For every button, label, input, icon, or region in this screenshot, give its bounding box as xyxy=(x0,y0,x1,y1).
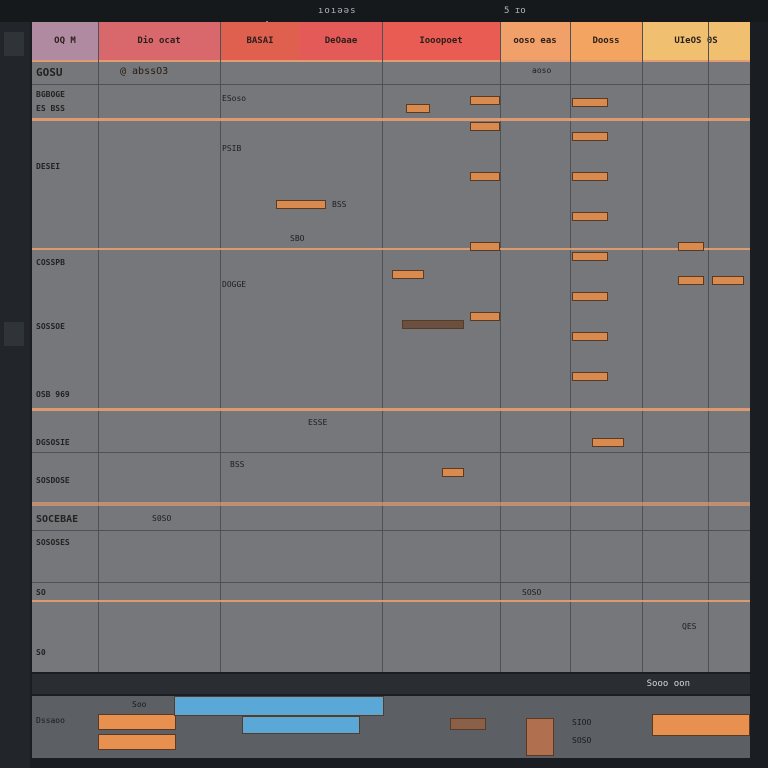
column-divider xyxy=(220,22,221,672)
schedule-chip[interactable] xyxy=(712,276,744,285)
row-label: S0 xyxy=(36,648,46,657)
header-cell[interactable]: Dio ocat xyxy=(98,22,220,60)
schedule-chip[interactable] xyxy=(470,122,500,131)
schedule-chip[interactable] xyxy=(442,468,464,477)
timeline-bar[interactable] xyxy=(652,714,750,736)
schedule-chip[interactable] xyxy=(572,212,608,221)
header-cell[interactable]: OQ M xyxy=(32,22,98,60)
secondary-label: 5 ɪo xyxy=(504,6,526,16)
row-label: BGBOGE xyxy=(36,90,65,99)
row-divider xyxy=(32,84,750,85)
grid-cell[interactable]: S0SO xyxy=(152,514,172,523)
row-divider xyxy=(32,582,750,583)
row-label: OSB 969 xyxy=(36,390,70,399)
grid-cell[interactable]: SBO xyxy=(290,234,305,243)
subheader-right: aoso xyxy=(532,66,552,75)
header-cell[interactable]: DeOaae xyxy=(300,22,382,60)
row-label: DESEI xyxy=(36,162,61,171)
left-rail xyxy=(0,22,30,768)
row-label: ES BSS xyxy=(36,104,65,113)
schedule-chip[interactable] xyxy=(572,252,608,261)
row-divider xyxy=(32,452,750,453)
timeline-item: SIOO xyxy=(572,718,592,727)
schedule-chip[interactable] xyxy=(592,438,624,447)
schedule-chip[interactable] xyxy=(572,332,608,341)
schedule-grid[interactable]: OQ M Dio ocat BASAI DeOaae Iooopoet ooso… xyxy=(32,22,750,672)
schedule-chip[interactable] xyxy=(276,200,326,209)
grid-cell[interactable]: ESSE xyxy=(308,418,328,427)
row-label: SOSSOE xyxy=(36,322,65,331)
schedule-chip[interactable] xyxy=(402,320,464,329)
timeline-label: Dssaoo xyxy=(36,716,65,725)
column-divider xyxy=(98,22,99,672)
schedule-chip[interactable] xyxy=(678,276,704,285)
schedule-chip[interactable] xyxy=(678,242,704,251)
column-divider xyxy=(708,22,709,672)
grid-cell[interactable]: PSIB xyxy=(222,144,242,153)
timeline-bar[interactable] xyxy=(242,716,360,734)
schedule-chip[interactable] xyxy=(406,104,430,113)
header-divider xyxy=(32,60,750,62)
highlight-line xyxy=(32,118,750,121)
grid-cell[interactable]: BSS xyxy=(230,460,245,469)
schedule-chip[interactable] xyxy=(572,98,608,107)
grid-cell[interactable]: QES xyxy=(682,622,697,631)
subheader-center: @ abssO3 xyxy=(120,66,169,77)
timeline-bar[interactable] xyxy=(98,734,176,750)
timeline-bar[interactable] xyxy=(98,714,176,730)
schedule-chip[interactable] xyxy=(470,172,500,181)
row-divider xyxy=(32,530,750,531)
highlight-line xyxy=(32,248,750,250)
timeline-panel[interactable]: Dssaoo SIOO SOSO Soo xyxy=(32,696,750,758)
row-label: DGSOSIE xyxy=(36,438,70,447)
timeline-item: Soo xyxy=(132,700,147,709)
rail-button[interactable] xyxy=(4,322,24,346)
schedule-chip[interactable] xyxy=(470,242,500,251)
header-cell[interactable]: BASAI xyxy=(220,22,300,60)
column-divider xyxy=(382,22,383,672)
schedule-chip[interactable] xyxy=(572,132,608,141)
status-bar: Sooo oon xyxy=(32,674,750,694)
schedule-chip[interactable] xyxy=(392,270,424,279)
grid-cell[interactable]: DOGGE xyxy=(222,280,247,289)
highlight-line xyxy=(32,502,750,506)
column-divider xyxy=(570,22,571,672)
highlight-line xyxy=(32,600,750,602)
column-divider xyxy=(500,22,501,672)
header-cell[interactable]: UIeOS 0S xyxy=(642,22,750,60)
schedule-chip[interactable] xyxy=(572,172,608,181)
window-title: ıoıəəs xyxy=(318,6,357,16)
column-divider xyxy=(642,22,643,672)
row-label: SOSOSES xyxy=(36,538,70,547)
header-cell[interactable]: Dooss xyxy=(570,22,642,60)
schedule-chip[interactable] xyxy=(470,96,500,105)
grid-cell[interactable]: ESoso xyxy=(222,94,247,103)
row-label: SOSDOSE xyxy=(36,476,70,485)
schedule-chip[interactable] xyxy=(572,292,608,301)
row-label: COSSPB xyxy=(36,258,65,267)
header-cell[interactable]: Iooopoet xyxy=(382,22,500,60)
row-label: SO xyxy=(36,588,46,597)
grid-cell[interactable]: BSS xyxy=(332,200,347,209)
schedule-chip[interactable] xyxy=(572,372,608,381)
schedule-chip[interactable] xyxy=(470,312,500,321)
timeline-bar[interactable] xyxy=(174,696,384,716)
rail-button[interactable] xyxy=(4,32,24,56)
header-cell[interactable]: ooso eas xyxy=(500,22,570,60)
status-text: Sooo oon xyxy=(646,679,690,689)
subheader-left: GOSU xyxy=(36,66,63,79)
timeline-item: SOSO xyxy=(572,736,592,745)
highlight-line xyxy=(32,408,750,411)
title-bar: ıoıəəs 4 5 ɪo xyxy=(0,0,768,29)
row-label: SOCEBAE xyxy=(36,514,79,525)
timeline-bar[interactable] xyxy=(526,718,554,756)
grid-cell[interactable]: SOSO xyxy=(522,588,542,597)
timeline-bar[interactable] xyxy=(450,718,486,730)
